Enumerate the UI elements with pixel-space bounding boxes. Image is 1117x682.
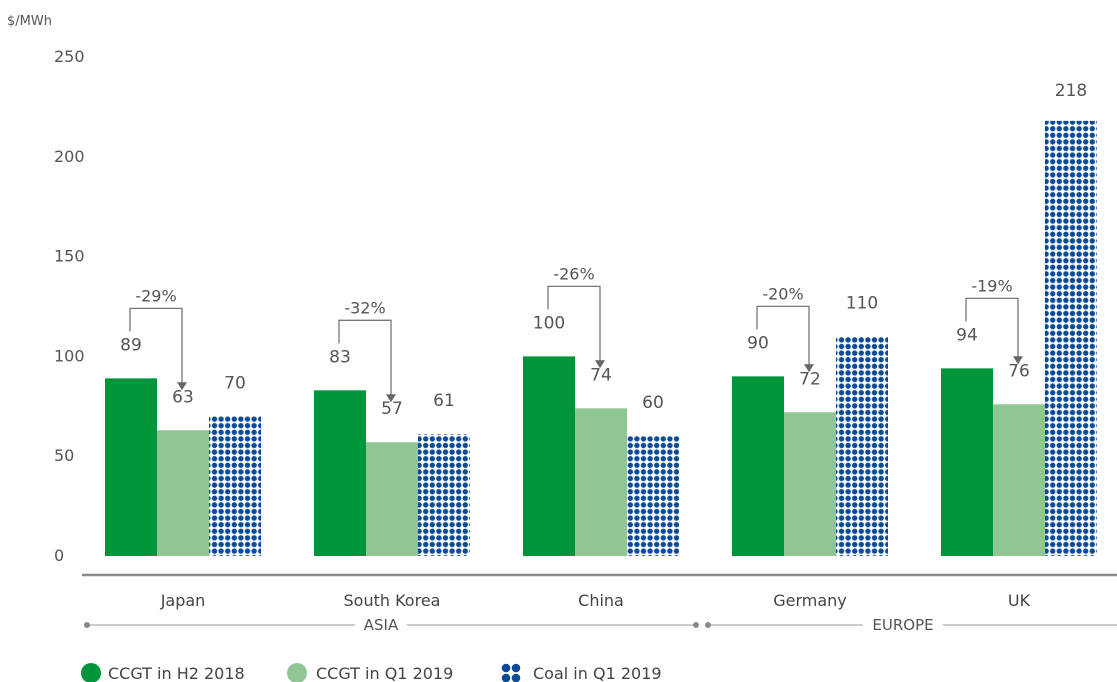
bar-1 <box>314 390 366 556</box>
value-label: 70 <box>224 373 246 393</box>
value-label: 76 <box>1008 361 1030 381</box>
y-tick-label: 50 <box>54 446 74 465</box>
value-label: 63 <box>172 387 194 407</box>
legend: CCGT in H2 2018 CCGT in Q1 2019 Coal in Q1… <box>81 663 662 682</box>
bar-1 <box>105 378 157 556</box>
change-arrowhead <box>595 360 605 369</box>
y-tick-label: 0 <box>54 546 64 565</box>
category-label: China <box>578 591 624 610</box>
bar-3 <box>836 336 888 556</box>
change-percent-label: -32% <box>344 298 385 317</box>
y-tick-label: 100 <box>54 346 85 365</box>
change-bracket <box>965 297 1019 358</box>
bar-1 <box>732 376 784 556</box>
change-bracket <box>756 305 810 366</box>
bar-2 <box>784 412 836 556</box>
group-endpoint <box>705 622 711 628</box>
value-label: 61 <box>433 391 455 411</box>
bar-3 <box>627 436 679 556</box>
y-tick-label: 200 <box>54 147 85 166</box>
legend-swatch-dot <box>511 663 521 673</box>
value-label: 110 <box>846 293 878 313</box>
change-percent-label: -20% <box>762 284 803 303</box>
legend-swatch <box>287 663 307 682</box>
bar-2 <box>993 404 1045 556</box>
y-axis-ticks: 0 50 100 150 200 250 <box>54 47 85 565</box>
value-label: 83 <box>329 347 351 367</box>
change-percent-label: -19% <box>971 276 1012 295</box>
bar-2 <box>157 430 209 556</box>
change-arrowhead <box>386 394 396 403</box>
change-percent-label: -29% <box>135 286 176 305</box>
legend-label: CCGT in Q1 2019 <box>316 664 453 682</box>
bar-1 <box>523 356 575 556</box>
change-annotations: -29% -32% -26% -20% -19% <box>129 264 1023 403</box>
value-label: 100 <box>533 313 565 333</box>
bar-2 <box>575 408 627 556</box>
value-label: 90 <box>747 333 769 353</box>
value-label: 74 <box>590 365 612 385</box>
bar-1 <box>941 368 993 556</box>
y-tick-label: 150 <box>54 247 85 266</box>
category-label: Japan <box>160 591 206 610</box>
bar-2 <box>366 442 418 556</box>
change-bracket <box>338 319 392 396</box>
value-label: 60 <box>642 393 664 413</box>
value-label: 94 <box>956 325 978 345</box>
bar-3 <box>209 416 261 556</box>
value-label: 89 <box>120 335 142 355</box>
bar-3 <box>418 434 470 556</box>
category-labels: Japan South Korea China Germany UK <box>160 591 1031 610</box>
category-label: Germany <box>773 591 847 610</box>
group-label: EUROPE <box>872 616 933 634</box>
legend-swatch-dot <box>501 673 511 682</box>
legend-swatch-dot <box>511 673 521 682</box>
legend-label: Coal in Q1 2019 <box>533 664 662 682</box>
group-endpoint <box>84 622 90 628</box>
y-tick-label: 250 <box>54 47 85 66</box>
bar-3 <box>1045 120 1097 556</box>
group-endpoint <box>693 622 699 628</box>
value-label: 57 <box>381 399 403 419</box>
change-bracket <box>129 307 183 384</box>
change-bracket <box>547 285 601 362</box>
value-label: 218 <box>1055 81 1087 101</box>
group-label: ASIA <box>364 616 399 634</box>
region-groups: ASIA EUROPE <box>84 616 1117 634</box>
change-percent-label: -26% <box>553 264 594 283</box>
change-arrowhead <box>177 382 187 391</box>
y-axis-label: $/MWh <box>7 14 52 29</box>
legend-swatch-dot <box>501 663 511 673</box>
change-arrowhead <box>1013 356 1023 365</box>
category-label: UK <box>1008 591 1031 610</box>
category-label: South Korea <box>344 591 441 610</box>
legend-swatch <box>81 663 101 682</box>
legend-label: CCGT in H2 2018 <box>108 664 245 682</box>
value-label: 72 <box>799 369 821 389</box>
bars: 89 83 100 90 94 63 57 74 72 76 70 61 60 110 218 <box>105 81 1097 556</box>
change-arrowhead <box>804 364 814 373</box>
